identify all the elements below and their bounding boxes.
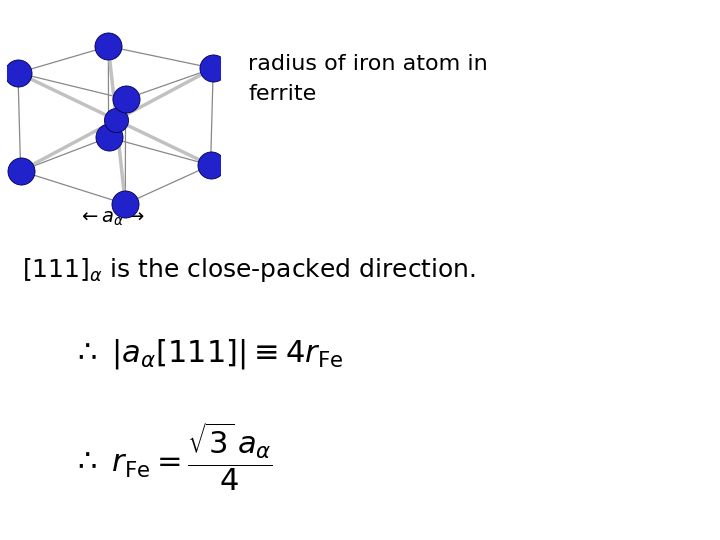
Text: $\leftarrow a_{\alpha} \rightarrow$: $\leftarrow a_{\alpha} \rightarrow$ (78, 209, 145, 228)
Text: $\therefore\; |a_{\alpha}[111]| \equiv 4r_{\mathrm{Fe}}$: $\therefore\; |a_{\alpha}[111]| \equiv 4… (72, 337, 343, 370)
Text: $[111]_{\alpha}$ is the close-packed direction.: $[111]_{\alpha}$ is the close-packed dir… (22, 256, 475, 284)
Text: $\therefore\; r_{\mathrm{Fe}} = \dfrac{\sqrt{3}\,a_{\alpha}}{4}$: $\therefore\; r_{\mathrm{Fe}} = \dfrac{\… (72, 420, 273, 492)
Text: radius of iron atom in
ferrite: radius of iron atom in ferrite (248, 54, 488, 104)
